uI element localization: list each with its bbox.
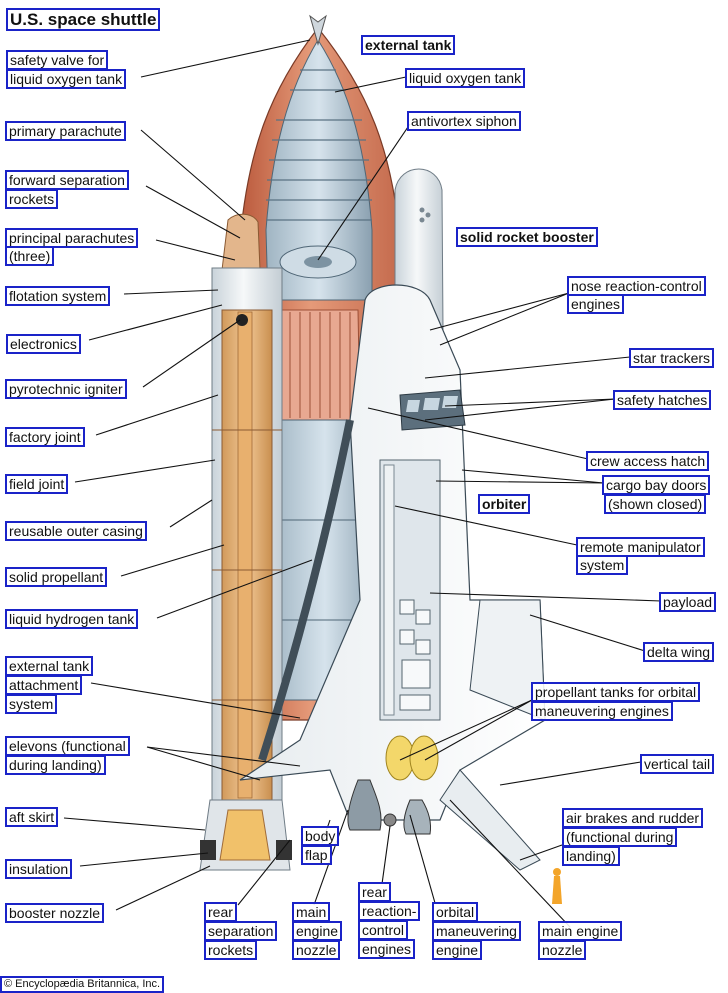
diagram-title: U.S. space shuttle [6, 8, 161, 31]
label-flotation-system: flotation system [5, 286, 111, 306]
label-insulation: insulation [5, 859, 73, 879]
label-orbital-maneuvering-line2: maneuvering [432, 921, 521, 941]
label-orbiter-main-nozzle-line1: main engine [538, 921, 623, 941]
label-remote-manipulator-line1: remote manipulator [576, 537, 705, 557]
label-elevons-line1: elevons (functional [5, 736, 130, 756]
label-primary-parachute: primary parachute [5, 121, 126, 141]
label-air-brakes-line3: landing) [562, 846, 620, 866]
leader-lines [63, 39, 662, 928]
label-principal-parachutes-line2: (three) [5, 246, 55, 266]
label-orbiter-main-nozzle-line2: nozzle [538, 940, 587, 960]
label-cargo-bay-doors-line2: (shown closed) [604, 494, 707, 514]
label-nose-rcs-line1: nose reaction-control [567, 276, 706, 296]
label-ext-tank-attachment-line2: attachment [5, 675, 83, 695]
label-crew-access-hatch: crew access hatch [586, 451, 710, 471]
label-remote-manipulator-line2: system [576, 555, 629, 575]
label-rear-separation-line3: rockets [204, 940, 258, 960]
label-rear-separation-line1: rear [204, 902, 237, 922]
label-nose-rcs-line2: engines [567, 294, 625, 314]
label-principal-parachutes-line1: principal parachutes [5, 228, 139, 248]
label-ext-tank-attachment-line3: system [5, 694, 58, 714]
label-solid-propellant: solid propellant [5, 567, 108, 587]
label-main-engine-nozzle-line1: main [292, 902, 331, 922]
label-liquid-oxygen-tank: liquid oxygen tank [405, 68, 526, 88]
label-booster-nozzle: booster nozzle [5, 903, 105, 923]
label-forward-separation-line1: forward separation [5, 170, 129, 190]
label-air-brakes-line1: air brakes and rudder [562, 808, 704, 828]
label-rear-rcs-line1: rear [358, 882, 391, 902]
label-cargo-bay-doors-line1: cargo bay doors [602, 475, 711, 495]
label-safety-valve-line2: liquid oxygen tank [6, 69, 127, 89]
label-ext-tank-attachment-line1: external tank [5, 656, 94, 676]
left-booster-graphic [199, 213, 292, 871]
label-rear-separation-line2: separation [204, 921, 278, 941]
label-body-flap-line2: flap [301, 845, 332, 865]
label-reusable-outer-casing: reusable outer casing [5, 521, 147, 541]
label-rear-rcs-line4: engines [358, 939, 416, 959]
label-liquid-hydrogen-tank: liquid hydrogen tank [5, 609, 139, 629]
label-vertical-tail: vertical tail [640, 754, 715, 774]
label-electronics: electronics [6, 334, 81, 354]
label-forward-separation-line2: rockets [5, 189, 59, 209]
label-aft-skirt: aft skirt [5, 807, 59, 827]
label-solid-rocket-booster: solid rocket booster [456, 227, 598, 247]
orbiter-graphic [239, 284, 562, 904]
label-main-engine-nozzle-line2: engine [292, 921, 343, 941]
label-safety-valve-line1: safety valve for [6, 50, 109, 70]
label-elevons-line2: during landing) [5, 755, 106, 775]
label-orbiter: orbiter [478, 494, 531, 514]
label-orbital-maneuvering-line3: engine [432, 940, 483, 960]
label-propellant-tanks-line1: propellant tanks for orbital [531, 682, 701, 702]
label-body-flap-line1: body [301, 826, 340, 846]
label-delta-wing: delta wing [643, 642, 715, 662]
label-star-trackers: star trackers [629, 348, 715, 368]
label-rear-rcs-line2: reaction- [358, 901, 421, 921]
label-main-engine-nozzle-line3: nozzle [292, 940, 341, 960]
label-pyrotechnic-igniter: pyrotechnic igniter [5, 379, 127, 399]
label-payload: payload [659, 592, 717, 612]
copyright-notice: © Encyclopædia Britannica, Inc. [0, 976, 165, 993]
label-external-tank: external tank [361, 35, 456, 55]
label-safety-hatches: safety hatches [613, 390, 712, 410]
label-air-brakes-line2: (functional during [562, 827, 678, 847]
label-antivortex-siphon: antivortex siphon [407, 111, 521, 131]
label-propellant-tanks-line2: maneuvering engines [531, 701, 673, 721]
label-factory-joint: factory joint [5, 427, 85, 447]
label-rear-rcs-line3: control [358, 920, 409, 940]
label-orbital-maneuvering-line1: orbital [432, 902, 479, 922]
label-field-joint: field joint [5, 474, 69, 494]
